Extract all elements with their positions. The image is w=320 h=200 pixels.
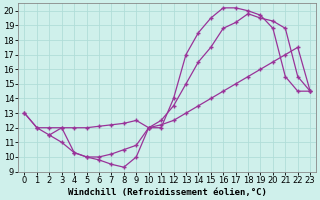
X-axis label: Windchill (Refroidissement éolien,°C): Windchill (Refroidissement éolien,°C) bbox=[68, 188, 267, 197]
